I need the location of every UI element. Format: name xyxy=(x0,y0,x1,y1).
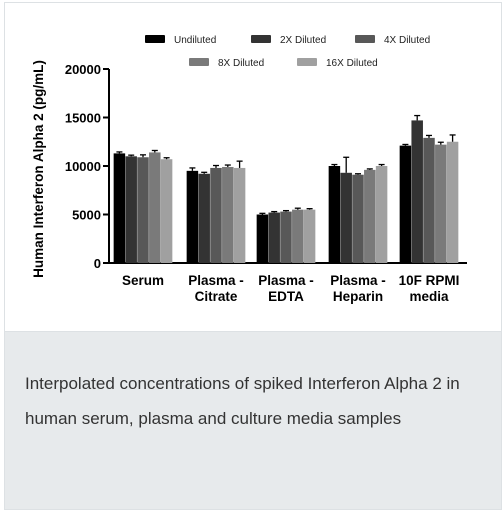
legend-swatch xyxy=(355,35,375,43)
figure-card: Undiluted 2X Diluted 4X Diluted 8X Diluted 1… xyxy=(4,2,502,510)
bar xyxy=(292,209,304,263)
legend-swatch xyxy=(189,58,209,66)
x-tick-label: Plasma - xyxy=(188,273,244,288)
bar xyxy=(125,156,137,263)
bar xyxy=(411,120,423,263)
y-tick-label: 5000 xyxy=(72,208,101,223)
bar xyxy=(186,170,199,263)
bar xyxy=(222,166,234,263)
legend-swatch xyxy=(297,58,317,66)
bar-chart: Undiluted 2X Diluted 4X Diluted 8X Diluted 1… xyxy=(31,35,467,304)
y-tick-label: 20000 xyxy=(65,62,101,77)
y-tick-label: 10000 xyxy=(65,159,101,174)
bar xyxy=(352,174,364,263)
x-tick-label: EDTA xyxy=(268,289,304,304)
x-tick-label: Plasma - xyxy=(258,273,314,288)
bar xyxy=(303,209,316,263)
legend-label: Undiluted xyxy=(174,35,216,46)
bar xyxy=(210,167,222,263)
bar xyxy=(435,144,447,263)
bar xyxy=(399,145,412,263)
bar xyxy=(233,167,246,263)
x-tick-label: Plasma - xyxy=(330,273,386,288)
x-tick-label: 10F RPMI xyxy=(399,273,460,288)
x-tick-label: Citrate xyxy=(195,289,238,304)
bar xyxy=(280,211,292,263)
chart-bars xyxy=(113,114,459,263)
y-tick-label: 15000 xyxy=(65,111,101,126)
legend-label: 16X Diluted xyxy=(326,58,378,69)
bar xyxy=(113,153,126,263)
legend-label: 8X Diluted xyxy=(218,58,264,69)
bar xyxy=(375,166,388,263)
chart-area: Undiluted 2X Diluted 4X Diluted 8X Diluted 1… xyxy=(5,3,501,331)
legend-label: 2X Diluted xyxy=(280,35,326,46)
bar xyxy=(160,159,173,263)
bar xyxy=(446,141,459,263)
bar xyxy=(268,212,280,263)
bar xyxy=(198,173,210,263)
bar xyxy=(423,137,435,263)
bar xyxy=(364,169,376,263)
legend-label: 4X Diluted xyxy=(384,35,430,46)
y-axis-label: Human Interferon Alpha 2 (pg/mL) xyxy=(31,60,46,278)
legend-swatch xyxy=(145,35,165,43)
y-tick-label: 0 xyxy=(94,256,101,271)
x-tick-label: Serum xyxy=(122,273,164,288)
legend-swatch xyxy=(251,35,271,43)
chart-legend: Undiluted 2X Diluted 4X Diluted 8X Diluted 1… xyxy=(145,35,430,69)
x-tick-label: Heparin xyxy=(333,289,383,304)
bar xyxy=(340,172,352,263)
caption-panel: Interpolated concentrations of spiked In… xyxy=(5,331,501,509)
bar xyxy=(328,166,341,263)
bar xyxy=(149,152,161,263)
x-tick-label: media xyxy=(409,289,449,304)
bar xyxy=(137,157,149,263)
bar xyxy=(256,214,269,263)
figure-caption: Interpolated concentrations of spiked In… xyxy=(25,374,460,428)
